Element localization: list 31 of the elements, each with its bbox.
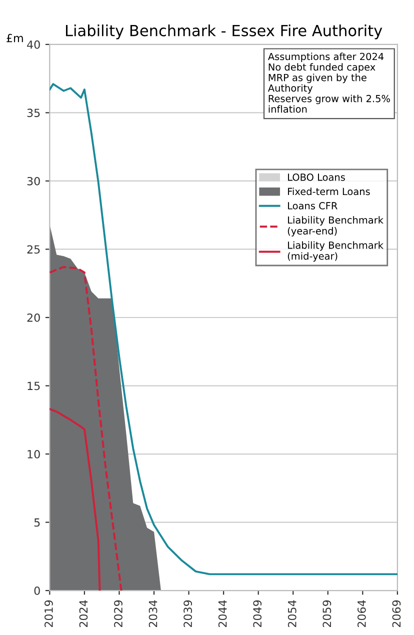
x-tick-label: 2039 [184, 600, 192, 628]
line-series [50, 266, 122, 591]
chart-title: Liability Benchmark - Essex Fire Authority [66, 24, 382, 40]
x-tick-label: 2069 [392, 600, 401, 628]
x-tick-label: 2064 [357, 600, 366, 628]
y-tick-label: 30 [27, 176, 40, 186]
x-tick-label: 2049 [253, 600, 262, 628]
line-series [50, 83, 398, 576]
legend-label: Liability Benchmark (year-end) [288, 216, 384, 236]
y-tick-label: 0 [34, 586, 40, 595]
legend-label: Liability Benchmark (mid-year) [288, 241, 384, 262]
y-tick-label: 15 [28, 382, 40, 390]
legend-label: LOBO Loans [288, 174, 345, 181]
line-series [50, 408, 101, 591]
x-tick-label: 2054 [288, 600, 296, 628]
x-tick-label: 2029 [114, 600, 122, 628]
annotation: Assumptions after 2024 No debt funded capex MRP as given by the Authority Reserves grow with 2.5% inflation [268, 52, 390, 113]
legend-label: Fixed-term Loans [288, 188, 370, 196]
y-axis-title: £m [6, 34, 23, 42]
y-tick-label: 25 [27, 245, 40, 254]
y-tick-label: 5 [34, 518, 40, 527]
x-tick-label: 2024 [79, 600, 88, 628]
x-tick-label: 2019 [44, 600, 53, 628]
y-tick-label: 40 [27, 40, 40, 49]
x-tick-label: 2034 [148, 600, 158, 628]
x-tick-label: 2044 [218, 600, 227, 628]
x-tick-label: 2059 [322, 600, 332, 628]
y-tick-label: 10 [28, 450, 40, 458]
y-tick-label: 35 [27, 108, 40, 118]
legend-label: Loans CFR [288, 202, 338, 210]
y-tick-label: 20 [27, 313, 40, 322]
